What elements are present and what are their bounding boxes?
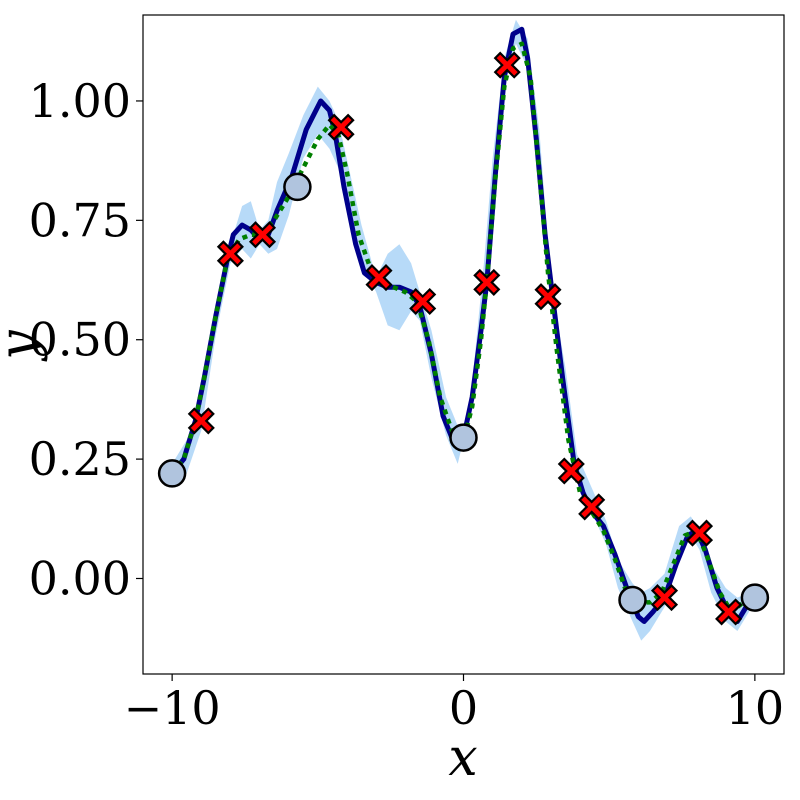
cross-marker xyxy=(715,598,743,626)
circle-marker xyxy=(449,423,478,452)
x-tick-label: 10 xyxy=(726,681,785,735)
cross-marker xyxy=(578,493,606,521)
x-axis-label: x xyxy=(448,728,477,788)
x-tick-label: 0 xyxy=(449,681,478,735)
cross-marker xyxy=(409,287,437,316)
cross-marker xyxy=(248,221,277,249)
cross-marker xyxy=(685,519,714,547)
y-tick-label: 0.00 xyxy=(29,551,131,605)
cross-marker xyxy=(187,407,215,435)
x-tick-label: −10 xyxy=(124,681,221,735)
true-function-line xyxy=(170,41,756,615)
y-tick-label: 0.25 xyxy=(29,432,131,486)
cross-marker xyxy=(365,264,393,292)
circle-marker xyxy=(283,172,312,202)
cross-marker xyxy=(534,283,562,311)
plot-area xyxy=(157,19,770,641)
y-axis-label: y xyxy=(0,330,49,362)
cross-marker xyxy=(650,584,679,612)
y-tick-label: 0.50 xyxy=(29,313,131,367)
cross-marker xyxy=(473,268,501,296)
cross-marker xyxy=(216,240,244,268)
cross-marker xyxy=(327,113,355,141)
y-tick-label: 1.00 xyxy=(29,74,131,128)
y-tick-label: 0.75 xyxy=(29,193,131,247)
cross-marker xyxy=(557,457,585,485)
circle-marker xyxy=(740,583,770,612)
circle-marker xyxy=(157,459,187,488)
axes: −10 0 10 0.00 0.25 0.50 0.75 1.00 xyxy=(29,74,785,735)
circle-marker xyxy=(618,585,647,615)
cross-marker xyxy=(493,51,521,79)
